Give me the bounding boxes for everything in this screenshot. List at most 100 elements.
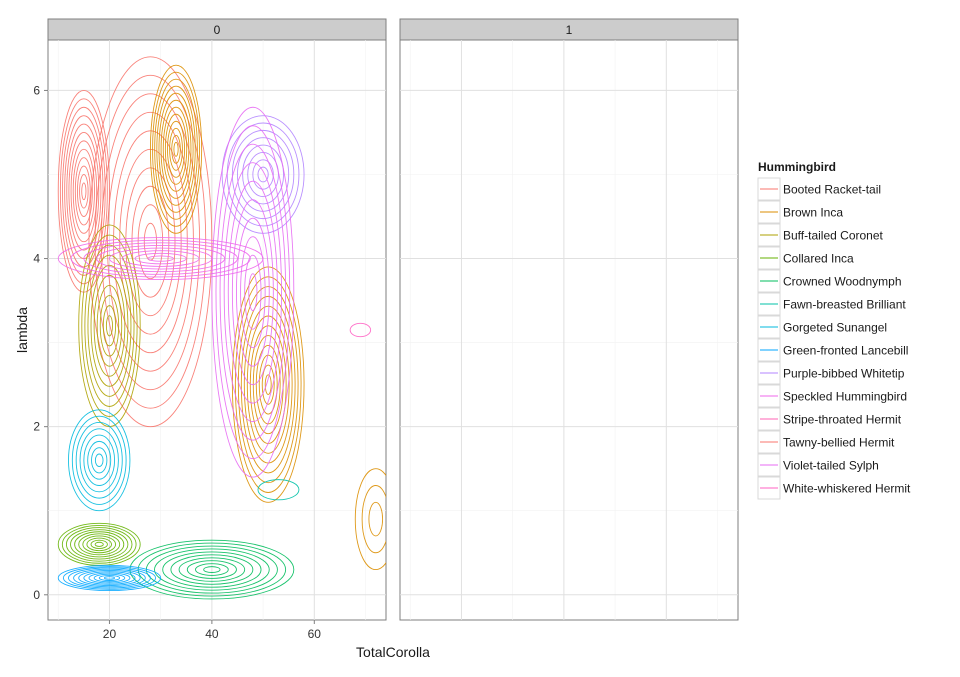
panel-strip-label-0: 0 (214, 23, 221, 37)
contour-line (79, 428, 119, 493)
contour-line (83, 571, 136, 585)
legend-label: Purple-bibbed Whitetip (783, 367, 905, 381)
contour-line (61, 524, 137, 564)
x-tick-label: 40 (205, 627, 219, 641)
contour-line (137, 204, 164, 280)
contour-line (88, 572, 131, 584)
contour-line (195, 563, 229, 576)
contour-line (173, 141, 179, 157)
legend: Booted Racket-tail Brown Inca Buff-tailed … (757, 177, 911, 500)
panel-0-grid (48, 40, 386, 620)
legend-label: Tawny-bellied Hermit (783, 436, 895, 450)
contour-line (171, 134, 181, 164)
contour-line (226, 122, 300, 227)
contour-line (109, 247, 213, 270)
contour-line (62, 106, 106, 276)
contour-line (94, 541, 104, 547)
contour-line (223, 162, 282, 423)
contour-line (83, 434, 116, 486)
contour-line (131, 185, 170, 298)
contour-line (79, 174, 89, 209)
contour-line (70, 529, 129, 560)
contour-line (211, 106, 295, 478)
contour-line (62, 566, 156, 590)
contour-line (94, 453, 104, 468)
contour-line (81, 182, 87, 201)
legend-title: Hummingbird (758, 160, 836, 174)
contour-line (219, 143, 287, 441)
contour-line (257, 166, 269, 183)
contour-line (64, 115, 104, 268)
legend-label: Crowned Woodnymph (783, 275, 902, 289)
x-tick-label: 20 (103, 627, 117, 641)
contour-line (113, 130, 188, 354)
contour-line (78, 569, 141, 586)
contour-line (88, 56, 213, 428)
legend-label: Booted Racket-tail (783, 183, 881, 197)
panel-1-background (399, 39, 739, 621)
contour-line (257, 479, 300, 501)
contour-line (178, 557, 246, 582)
contour-line (102, 305, 117, 347)
contour-line (57, 564, 162, 592)
legend-label: Green-fronted Lancebill (783, 344, 908, 358)
legend-label: Collared Inca (783, 252, 854, 266)
contour-line (349, 322, 372, 338)
contour-line (121, 250, 200, 267)
legend-label: Brown Inca (783, 206, 843, 220)
contour-line (162, 106, 190, 192)
contour-line (147, 255, 174, 262)
contour-line (134, 252, 187, 265)
contour-line (164, 113, 188, 185)
contour-line (90, 539, 108, 549)
contour-line (76, 165, 91, 217)
y-tick-label: 0 (33, 588, 40, 602)
contour-line (99, 295, 120, 357)
x-tick-label: 60 (308, 627, 322, 641)
y-tick-label: 2 (33, 420, 40, 434)
contour-line (72, 148, 95, 234)
contour-line (242, 144, 285, 205)
contour-line (71, 415, 127, 505)
contour-line (90, 264, 129, 387)
contour-line (158, 92, 194, 206)
contour-line (75, 422, 123, 499)
contour-line (231, 199, 274, 386)
contour-line (94, 74, 207, 409)
contour-line (83, 242, 238, 275)
contour-line (93, 274, 126, 377)
contour-line (227, 180, 278, 404)
contour-line (215, 125, 291, 460)
contour-line (87, 440, 112, 480)
contour-line (98, 575, 121, 581)
contour-line (237, 286, 299, 484)
contour-line (137, 542, 287, 597)
contour-line (162, 551, 262, 588)
contour-line (81, 234, 138, 418)
contour-line (74, 531, 125, 558)
contour-line (236, 217, 270, 367)
contour-line (68, 409, 131, 512)
contour-line (169, 127, 183, 171)
contour-line (96, 284, 123, 367)
contour-line (240, 236, 266, 349)
legend-label: Gorgeted Sunangel (783, 321, 887, 335)
y-tick-label: 6 (33, 83, 40, 97)
contour-line (86, 537, 112, 552)
contour-line (82, 535, 117, 554)
x-axis-ticks: 20 40 60 (103, 620, 322, 641)
contour-line (59, 98, 108, 285)
contour-line (73, 568, 146, 588)
contour-line (105, 315, 113, 337)
contour-line (68, 567, 151, 589)
contour-line (84, 244, 135, 407)
contour-line (156, 85, 196, 213)
contour-line (248, 273, 258, 312)
contour-line (70, 140, 98, 243)
contour-line (93, 573, 126, 583)
contour-line (261, 364, 275, 405)
contour-line (361, 485, 386, 554)
contour-line (186, 560, 237, 579)
